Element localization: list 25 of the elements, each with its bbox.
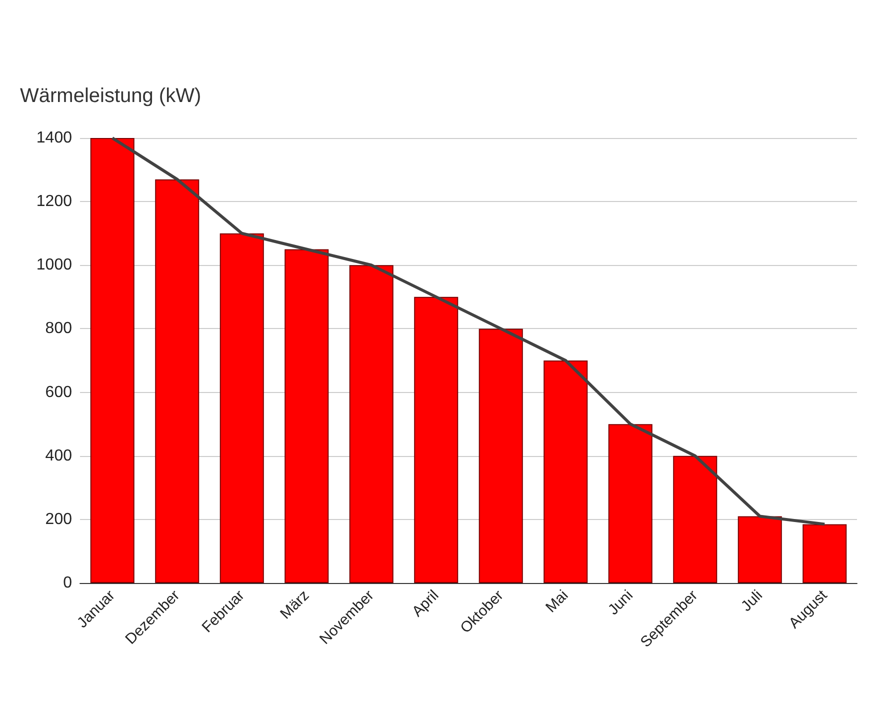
- x-tick-label: Mai: [542, 586, 572, 616]
- y-tick-label: 600: [45, 384, 72, 401]
- bar: [155, 179, 200, 583]
- bar: [220, 233, 264, 583]
- y-tick-label: 400: [45, 447, 72, 464]
- bar: [478, 328, 523, 583]
- bar: [802, 524, 847, 583]
- bar: [349, 265, 394, 583]
- y-tick-label: 1000: [36, 256, 72, 274]
- bar: [544, 360, 588, 583]
- bar: [608, 424, 652, 583]
- y-tick-label: 1400: [36, 130, 72, 146]
- y-tick-label: 200: [45, 510, 72, 528]
- bar: [284, 249, 329, 583]
- line-series: [110, 136, 826, 526]
- y-axis-title: Wärmeleistung (kW): [20, 85, 202, 107]
- y-tick-label: 800: [45, 320, 72, 338]
- y-tick-label: 1200: [36, 193, 72, 210]
- x-tick-label: Juli: [738, 586, 766, 615]
- bar: [673, 456, 718, 583]
- y-tick-label: 0: [63, 574, 72, 592]
- bar: [414, 296, 458, 583]
- bar: [738, 516, 782, 583]
- bar: [90, 138, 134, 583]
- x-tick-label: Juni: [604, 586, 636, 618]
